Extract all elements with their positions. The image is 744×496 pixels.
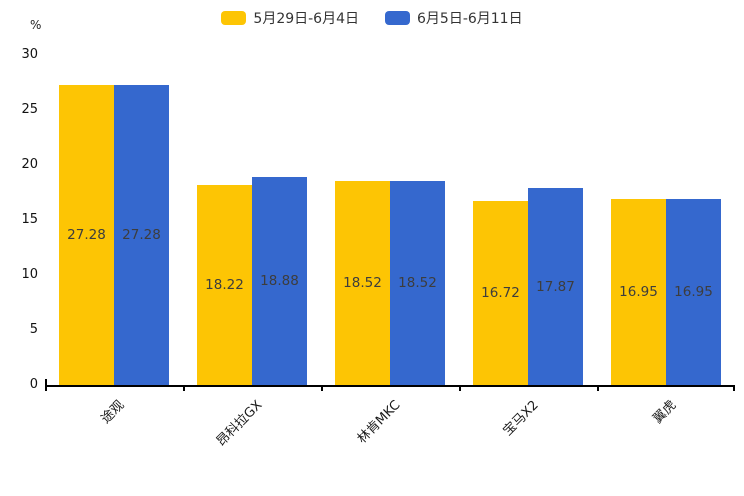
bar-group: 18.22 18.88 — [183, 55, 321, 385]
bar-series1-林肯MKC: 18.52 — [390, 181, 445, 385]
x-axis-category-label: 昂科拉GX — [213, 397, 266, 450]
bar-value-label: 18.22 — [205, 276, 244, 293]
bar-series1-翼虎: 16.95 — [666, 198, 721, 385]
bar-value-label: 16.95 — [674, 283, 713, 300]
bar-value-label: 27.28 — [67, 226, 106, 243]
bar-series1-昂科拉GX: 18.88 — [252, 177, 307, 385]
bar-series0-途观: 27.28 — [59, 84, 114, 385]
y-axis-tick-label: 0 — [29, 377, 38, 392]
bar-series0-宝马X2: 16.72 — [473, 201, 528, 385]
legend-label: 6月5日-6月11日 — [417, 11, 523, 27]
bar-value-label: 18.52 — [343, 275, 382, 292]
y-axis-tick-label: 20 — [21, 157, 38, 172]
bar-value-label: 16.72 — [481, 285, 520, 302]
x-axis-category-label: 宝马X2 — [500, 397, 542, 439]
y-axis-tick-label: 15 — [21, 212, 38, 227]
y-axis: 0 5 10 15 20 25 30 — [0, 47, 38, 392]
x-axis-tick — [459, 385, 461, 391]
legend-item-week2[interactable]: 6月5日-6月11日 — [385, 8, 523, 28]
y-axis-tick-label: 30 — [21, 47, 38, 62]
bar-group: 18.52 18.52 — [321, 55, 459, 385]
bar-series0-翼虎: 16.95 — [611, 198, 666, 385]
bar-value-label: 17.87 — [536, 278, 575, 295]
legend-label: 5月29日-6月4日 — [253, 11, 359, 27]
plot-area: 27.28 27.28 途观 18.22 18.88 昂科拉GX 18.52 18.52 林肯M… — [45, 55, 735, 449]
legend-item-week1[interactable]: 5月29日-6月4日 — [221, 8, 359, 28]
x-axis-tick — [183, 385, 185, 391]
y-axis-origin-tick — [45, 379, 47, 385]
bar-group: 16.95 16.95 — [597, 55, 735, 385]
x-axis-category-label: 林肯MKC — [354, 397, 404, 447]
x-axis-tick — [45, 385, 47, 391]
x-axis-tick — [321, 385, 323, 391]
y-axis-tick-label: 10 — [21, 267, 38, 282]
x-axis-category-label: 翼虎 — [650, 397, 680, 427]
y-axis-tick-label: 5 — [29, 322, 38, 337]
x-axis-line — [45, 385, 735, 387]
y-axis-tick-label: 25 — [21, 102, 38, 117]
bar-series0-昂科拉GX: 18.22 — [197, 184, 252, 385]
bar-value-label: 27.28 — [122, 226, 161, 243]
x-axis-category-label: 途观 — [98, 397, 128, 427]
x-axis-tick — [733, 385, 735, 391]
y-axis-unit-label: % — [30, 18, 42, 32]
bar-group: 27.28 27.28 — [45, 55, 183, 385]
bar-series0-林肯MKC: 18.52 — [335, 181, 390, 385]
legend-swatch — [385, 11, 410, 25]
bar-series1-宝马X2: 17.87 — [528, 188, 583, 385]
legend: 5月29日-6月4日 6月5日-6月11日 — [0, 8, 744, 28]
bar-value-label: 18.88 — [260, 273, 299, 290]
bar-series1-途观: 27.28 — [114, 84, 169, 385]
legend-swatch — [221, 11, 247, 25]
bar-value-label: 18.52 — [398, 275, 437, 292]
bar-value-label: 16.95 — [619, 283, 658, 300]
bar-group: 16.72 17.87 — [459, 55, 597, 385]
x-axis-tick — [597, 385, 599, 391]
